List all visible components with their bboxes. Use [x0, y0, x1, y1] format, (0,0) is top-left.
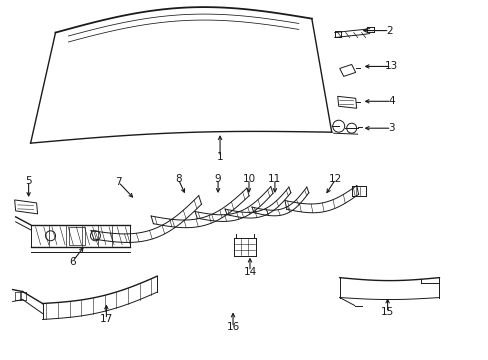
- Text: 10: 10: [242, 174, 255, 184]
- Text: 16: 16: [226, 323, 239, 332]
- Text: 1: 1: [216, 152, 223, 162]
- Text: 14: 14: [243, 267, 256, 276]
- Text: 4: 4: [387, 96, 394, 106]
- Text: 13: 13: [384, 62, 397, 71]
- Text: 8: 8: [175, 174, 181, 184]
- Text: 6: 6: [69, 257, 76, 267]
- Text: 11: 11: [268, 174, 281, 184]
- Text: 7: 7: [115, 177, 122, 187]
- Text: 17: 17: [100, 314, 113, 324]
- Text: 2: 2: [386, 26, 392, 36]
- Text: 15: 15: [380, 307, 393, 318]
- Text: 12: 12: [328, 174, 342, 184]
- Text: 9: 9: [214, 174, 221, 184]
- Text: 5: 5: [25, 176, 32, 186]
- Text: 3: 3: [387, 123, 394, 133]
